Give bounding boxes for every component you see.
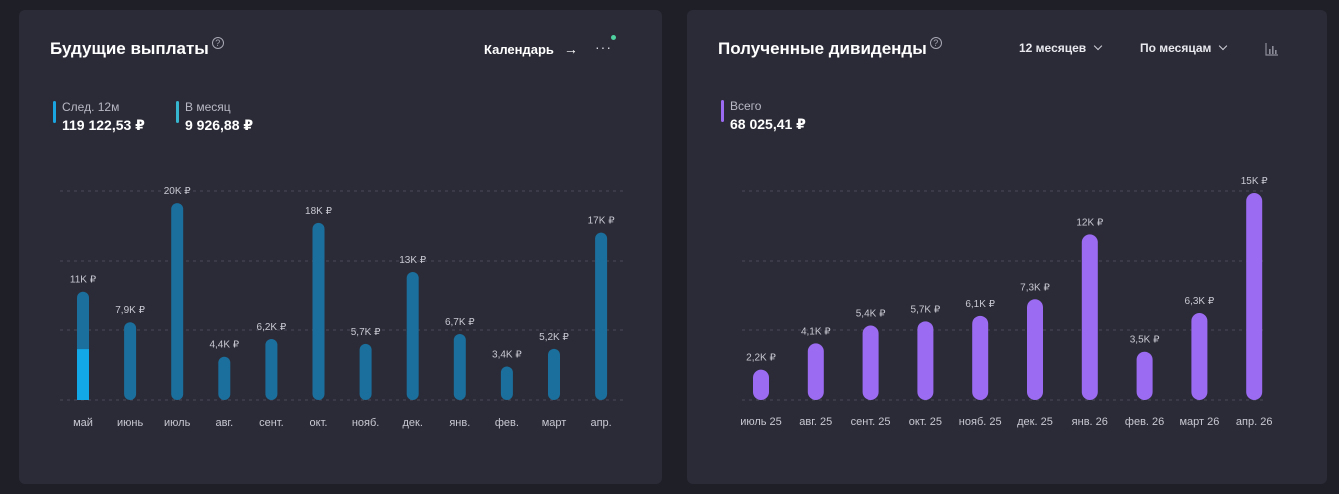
chart-bar[interactable]	[218, 356, 231, 400]
stat-label: Всего	[730, 99, 762, 113]
period-select[interactable]: 12 месяцев	[1019, 41, 1103, 55]
x-tick-label: янв. 26	[1072, 416, 1108, 428]
group-select[interactable]: По месяцам	[1140, 41, 1228, 55]
x-tick-label: фев. 26	[1125, 416, 1164, 428]
more-options-icon[interactable]: ···	[595, 39, 612, 55]
data-label: 5,2K ₽	[539, 332, 569, 343]
x-tick-label: авг. 25	[799, 416, 832, 428]
x-tick-label: март 26	[1179, 416, 1219, 428]
data-label: 13K ₽	[399, 255, 427, 266]
data-label: 3,4K ₽	[492, 350, 522, 361]
chart-bar[interactable]	[453, 334, 466, 400]
data-label: 4,4K ₽	[209, 340, 239, 351]
received-dividends-title: Полученные дивиденды ?	[718, 37, 942, 59]
chart-bar[interactable]	[595, 232, 608, 400]
calendar-link-label: Календарь	[484, 41, 554, 57]
data-label: 15K ₽	[1241, 176, 1269, 187]
data-label: 7,3K ₽	[1020, 282, 1050, 293]
x-tick-label: дек.	[402, 417, 422, 429]
stat-value: 119 122,53 ₽	[62, 117, 145, 133]
x-tick-label: апр. 26	[1236, 416, 1273, 428]
data-label: 5,7K ₽	[351, 327, 381, 338]
x-tick-label: сент.	[259, 417, 284, 429]
x-tick-label: фев.	[495, 417, 519, 429]
data-label: 2,2K ₽	[746, 353, 776, 364]
x-tick-label: май	[73, 417, 93, 429]
data-label: 12K ₽	[1076, 217, 1104, 228]
chart-bar[interactable]	[312, 222, 325, 400]
x-tick-label: июль	[164, 417, 191, 429]
x-tick-label: июль 25	[740, 416, 782, 428]
x-tick-label: янв.	[449, 417, 470, 429]
chart-bar[interactable]	[1191, 313, 1208, 400]
chart-bar[interactable]	[500, 366, 513, 400]
chart-bar[interactable]	[862, 325, 879, 400]
stat-per-month: В месяц 9 926,88 ₽	[176, 100, 253, 134]
x-tick-label: окт. 25	[909, 416, 942, 428]
help-icon[interactable]: ?	[211, 37, 224, 49]
card-title-text: Полученные дивиденды	[718, 39, 927, 58]
x-tick-label: окт.	[310, 417, 328, 429]
data-label: 18K ₽	[305, 206, 333, 217]
x-tick-label: июнь	[117, 417, 143, 429]
received-dividends-chart: 2,2K ₽ июль 25 4,1K ₽ авг. 25 5,4K ₽ сент. 25…	[740, 176, 1273, 428]
future-payments-chart: 11K ₽ май 7,9K ₽ июнь 20K ₽ июль 4,4K ₽ авг. 6,2…	[60, 186, 624, 429]
data-label: 3,5K ₽	[1130, 335, 1160, 346]
calendar-link[interactable]: Календарь →	[484, 41, 578, 57]
x-tick-label: дек. 25	[1017, 416, 1053, 428]
data-label: 11K ₽	[70, 275, 97, 286]
stat-color-bar	[721, 100, 724, 122]
stat-total: Всего 68 025,41 ₽	[721, 99, 806, 133]
arrow-right-icon: →	[563, 41, 578, 57]
chart-bar[interactable]	[917, 321, 934, 400]
chart-bar[interactable]	[753, 369, 769, 400]
received-dividends-card: Полученные дивиденды ? 12 месяцев По мес…	[687, 10, 1327, 484]
data-label: 4,1K ₽	[801, 326, 831, 337]
chart-bar[interactable]	[124, 322, 137, 400]
data-label: 5,7K ₽	[911, 304, 941, 315]
stat-color-bar	[53, 101, 56, 123]
data-label: 5,4K ₽	[856, 308, 886, 319]
bar-chart-icon[interactable]	[1265, 42, 1279, 56]
x-tick-label: нояб.	[352, 417, 380, 429]
data-label: 7,9K ₽	[115, 305, 145, 316]
chart-bar[interactable]	[171, 203, 184, 400]
stat-color-bar	[176, 101, 179, 123]
chart-bar[interactable]	[548, 348, 560, 400]
card-title-text: Будущие выплаты	[50, 39, 209, 58]
stat-value: 68 025,41 ₽	[730, 116, 806, 132]
chart-bar[interactable]	[265, 338, 278, 400]
chart-bar[interactable]	[406, 272, 419, 400]
future-payments-title: Будущие выплаты ?	[50, 37, 224, 59]
chart-bar[interactable]	[807, 343, 824, 400]
stat-label: В месяц	[185, 100, 231, 114]
x-tick-label: сент. 25	[851, 416, 891, 428]
future-payments-card: Будущие выплаты ? Календарь → ··· След. …	[19, 10, 662, 484]
chart-bar[interactable]	[1027, 299, 1043, 400]
stat-value: 9 926,88 ₽	[185, 117, 254, 133]
x-tick-label: нояб. 25	[959, 416, 1002, 428]
help-icon[interactable]: ?	[929, 37, 942, 49]
stat-label: След. 12м	[62, 100, 120, 114]
chart-bar[interactable]	[972, 315, 989, 400]
x-tick-label: март	[542, 417, 567, 429]
chart-bar[interactable]	[1081, 234, 1098, 400]
chart-bar[interactable]	[1246, 193, 1263, 400]
data-label: 6,3K ₽	[1185, 296, 1215, 307]
data-label: 17K ₽	[588, 216, 616, 227]
x-tick-label: авг.	[215, 417, 233, 429]
chart-bar[interactable]	[359, 343, 372, 400]
period-select-label: 12 месяцев	[1019, 41, 1087, 55]
group-select-label: По месяцам	[1140, 41, 1212, 55]
data-label: 20K ₽	[164, 186, 192, 197]
data-label: 6,7K ₽	[445, 317, 475, 328]
stat-next-12m: След. 12м 119 122,53 ₽	[53, 100, 145, 134]
data-label: 6,2K ₽	[257, 322, 287, 333]
data-label: 6,1K ₽	[965, 299, 995, 310]
x-tick-label: апр.	[590, 417, 611, 429]
notification-dot	[611, 35, 616, 40]
chart-bar[interactable]	[1136, 351, 1153, 400]
chart-bar-received-segment[interactable]	[77, 349, 89, 400]
